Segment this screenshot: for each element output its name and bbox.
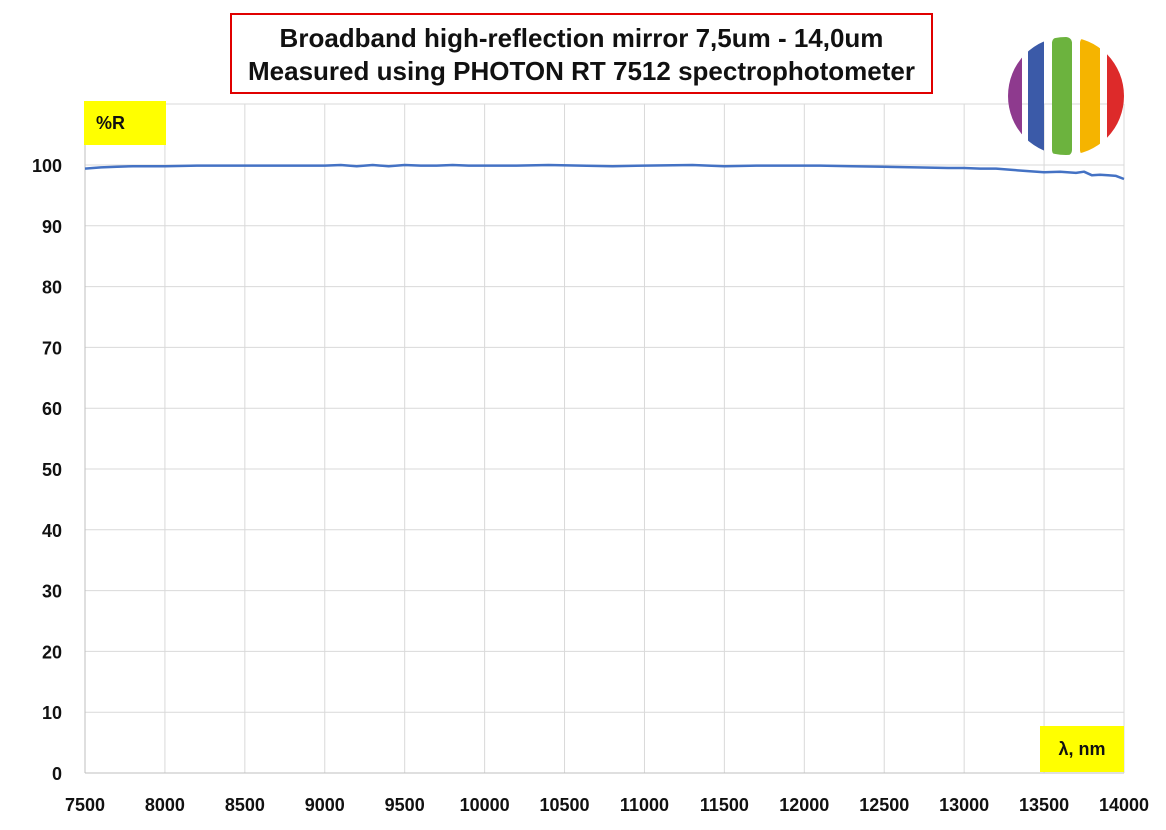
x-tick-labels: 7500 8000 8500 9000 9500 10000 10500 11000 11500…: [65, 795, 1149, 815]
logo-stripe: [1052, 37, 1072, 155]
y-tick-label: 60: [42, 399, 62, 419]
x-tick-label: 12000: [779, 795, 829, 815]
y-tick-label: 100: [32, 156, 62, 176]
x-tick-label: 13500: [1019, 795, 1069, 815]
x-tick-label: 14000: [1099, 795, 1149, 815]
chart-subtitle: Measured using PHOTON RT 7512 spectropho…: [248, 56, 915, 86]
x-tick-label: 13000: [939, 795, 989, 815]
x-tick-label: 11500: [700, 795, 749, 815]
y-gridlines: [85, 103, 1124, 774]
chart-title-box: Broadband high-reflection mirror 7,5um -…: [230, 13, 933, 94]
y-tick-label: 10: [42, 703, 62, 723]
logo-stripe: [1107, 37, 1124, 155]
x-tick-label: 7500: [65, 795, 105, 815]
y-tick-label: 80: [42, 278, 62, 298]
x-tick-label: 12500: [859, 795, 909, 815]
y-tick-label: 50: [42, 460, 62, 480]
x-tick-label: 9000: [305, 795, 345, 815]
y-axis-label: %R: [84, 101, 166, 145]
company-logo: [1008, 37, 1124, 155]
y-tick-label: 40: [42, 521, 62, 541]
x-tick-label: 8000: [145, 795, 185, 815]
y-tick-labels: 0 10 20 30 40 50 60 70 80 90 100: [32, 156, 62, 784]
chart-title: Broadband high-reflection mirror 7,5um -…: [279, 23, 884, 53]
y-tick-label: 70: [42, 338, 62, 358]
logo-stripe: [1028, 37, 1044, 155]
series-layer: [84, 163, 1125, 181]
y-tick-label: 20: [42, 642, 62, 662]
axis-lines: [84, 104, 1124, 774]
logo-stripe: [1080, 37, 1100, 155]
x-tick-label: 9500: [385, 795, 425, 815]
x-tick-label: 10500: [540, 795, 590, 815]
x-gridlines: [84, 104, 1125, 773]
series-line-1: [84, 163, 1125, 181]
logo-stripe: [1008, 37, 1022, 155]
y-tick-label: 90: [42, 217, 62, 237]
x-tick-label: 8500: [225, 795, 265, 815]
y-tick-label: 30: [42, 582, 62, 602]
x-tick-label: 11000: [620, 795, 669, 815]
x-axis-label: λ, nm: [1040, 726, 1124, 772]
y-tick-label: 0: [52, 764, 62, 784]
x-tick-label: 10000: [460, 795, 510, 815]
